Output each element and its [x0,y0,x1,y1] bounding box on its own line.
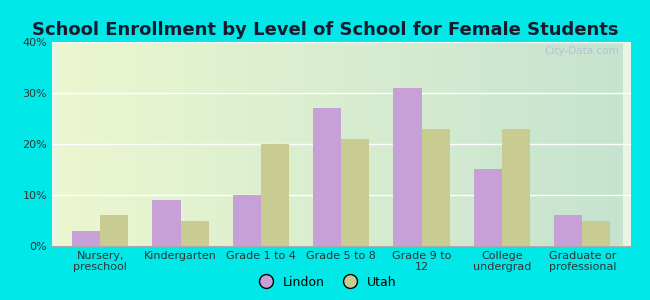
Bar [233,195,261,246]
Bar [100,215,128,246]
Legend: Lindon, Utah: Lindon, Utah [248,271,402,294]
Bar [582,220,610,246]
Bar [153,200,181,246]
Bar [502,129,530,246]
Text: City-Data.com: City-Data.com [544,46,619,56]
Bar [422,129,450,246]
Bar [393,88,422,246]
Bar [72,231,100,246]
Text: School Enrollment by Level of School for Female Students: School Enrollment by Level of School for… [32,21,618,39]
Bar [474,169,502,246]
Bar [341,139,369,246]
Bar [313,108,341,246]
Bar [554,215,582,246]
Bar [181,220,209,246]
Bar [261,144,289,246]
